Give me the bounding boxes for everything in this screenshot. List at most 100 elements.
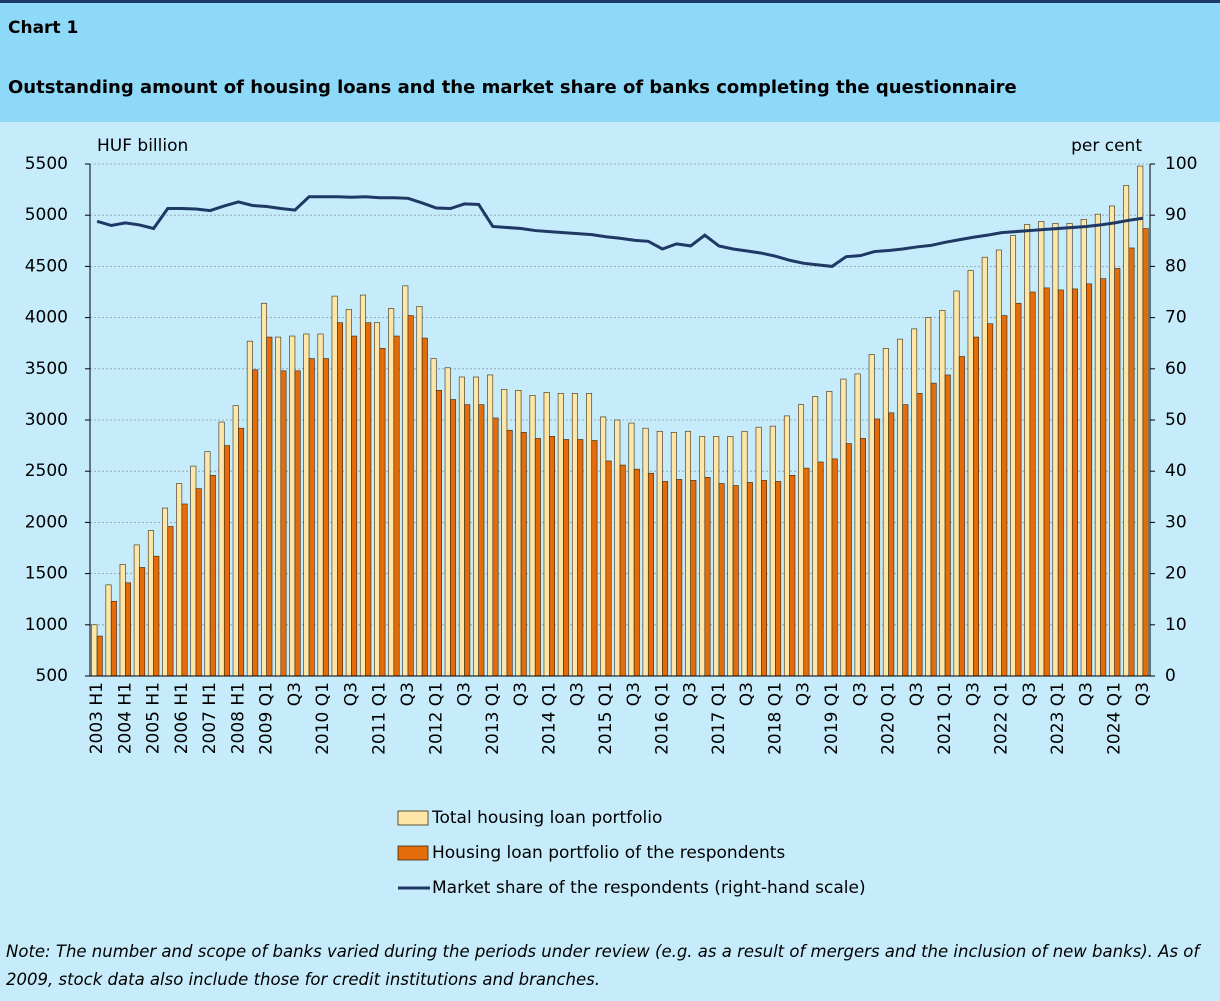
bar (1052, 223, 1059, 677)
bar (628, 422, 635, 677)
legend-label: Market share of the respondents (right-h… (432, 878, 866, 898)
x-tick-label: Q3 (1133, 682, 1153, 706)
bar (289, 335, 296, 677)
bar (586, 393, 593, 677)
bar (275, 336, 282, 677)
legend-swatch (397, 810, 429, 826)
bar (755, 426, 762, 677)
bar (232, 405, 239, 677)
bar (775, 481, 782, 677)
bar (478, 404, 485, 677)
bar (769, 425, 776, 677)
y2-tick-label: 40 (1165, 461, 1187, 481)
bar (902, 404, 909, 677)
bar (995, 249, 1002, 677)
bar (252, 369, 259, 677)
bar (1100, 278, 1107, 677)
x-tick-label: Q3 (568, 682, 588, 706)
x-tick-label: 2014 Q1 (539, 682, 559, 755)
bar (1010, 235, 1017, 677)
y2-axis-label: per cent (1071, 136, 1142, 156)
x-tick-label: Q3 (794, 682, 814, 706)
bar (577, 439, 584, 677)
bar (656, 430, 663, 677)
bar (958, 356, 965, 677)
bar (925, 317, 932, 677)
bar (543, 392, 550, 677)
bar (896, 338, 903, 677)
x-tick-label: 2023 Q1 (1048, 682, 1068, 755)
bar (351, 335, 358, 677)
bar (487, 374, 494, 677)
bar (515, 390, 522, 677)
x-tick-label: 2013 Q1 (483, 682, 503, 755)
bar (1015, 302, 1022, 677)
bar (647, 472, 654, 677)
bar (614, 419, 621, 677)
bar (1128, 247, 1135, 677)
y-tick-label: 500 (36, 666, 68, 686)
bar (416, 306, 423, 677)
bar (826, 391, 833, 677)
bar (1038, 221, 1045, 677)
bar (859, 438, 866, 677)
bar (1071, 288, 1078, 677)
bar (209, 474, 216, 677)
bar (783, 415, 790, 677)
bar (732, 485, 739, 677)
bar (854, 373, 861, 677)
bar (105, 584, 112, 677)
bar (789, 474, 796, 677)
bar (761, 480, 768, 677)
x-tick-label: 2007 H1 (200, 682, 220, 754)
x-tick-label: 2006 H1 (172, 682, 192, 754)
bar (303, 333, 310, 677)
legend-swatch (397, 845, 429, 861)
x-tick-label: 2024 Q1 (1105, 682, 1125, 755)
bar (308, 358, 315, 677)
bar (110, 600, 117, 677)
x-tick-label: 2004 H1 (115, 682, 135, 754)
bar (388, 308, 395, 677)
bar (176, 483, 183, 677)
bar (1137, 165, 1144, 677)
bar (1024, 224, 1031, 677)
bar (147, 530, 154, 677)
bar (549, 436, 556, 677)
bar (260, 302, 267, 677)
bar (1043, 287, 1050, 677)
bar (331, 295, 338, 677)
x-tick-label: 2009 Q1 (257, 682, 277, 755)
x-tick-label: Q3 (1020, 682, 1040, 706)
legend-label: Housing loan portfolio of the respondent… (432, 843, 785, 863)
x-tick-label: Q3 (681, 682, 701, 706)
x-tick-label: Q3 (850, 682, 870, 706)
bar (699, 436, 706, 677)
x-tick-label: 2016 Q1 (652, 682, 672, 755)
x-tick-label: 2011 Q1 (370, 682, 390, 755)
bar (845, 443, 852, 677)
bar (501, 388, 508, 677)
bar (435, 390, 442, 677)
x-tick-label: 2022 Q1 (992, 682, 1012, 755)
bar (831, 458, 838, 677)
bar (407, 315, 414, 677)
bar (953, 290, 960, 677)
bar (534, 438, 541, 677)
bar (1066, 223, 1073, 677)
x-tick-label: Q3 (737, 682, 757, 706)
x-tick-label: 2003 H1 (87, 682, 107, 754)
bar (718, 483, 725, 677)
x-tick-label: 2019 Q1 (822, 682, 842, 755)
bar (139, 567, 146, 677)
bar (91, 624, 98, 677)
bar (803, 467, 810, 677)
bar (294, 370, 301, 677)
y-tick-label: 1500 (25, 564, 68, 584)
bar (125, 582, 132, 677)
bar (458, 376, 465, 677)
bar (916, 393, 923, 677)
bar (337, 322, 344, 677)
bar (195, 488, 202, 677)
